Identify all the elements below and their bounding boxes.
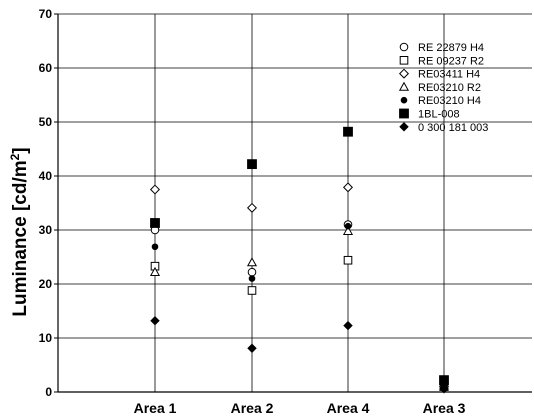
data-point-re03210-h4 [151,243,159,251]
data-point-re03210-r2 [342,225,354,235]
legend-label: RE03411 H4 [418,69,480,81]
data-point-1bl-008 [343,126,353,137]
legend-label: RE03210 R2 [418,82,481,94]
legend-marker [400,96,408,104]
y-tick-label: 70 [39,7,53,21]
legend-label: RE03210 H4 [418,95,481,107]
data-point-0-300-181-003 [343,320,353,331]
y-tick-label: 20 [39,277,53,291]
data-point-1bl-008 [247,159,257,170]
data-point-re03210-h4 [344,222,352,230]
data-point-re-22879-h4 [247,267,257,277]
legend-marker [399,122,409,132]
legend-marker [398,81,410,91]
y-tick-label: 60 [39,61,53,75]
x-category-label: Area 4 [327,400,370,416]
data-point-1bl-008 [439,375,449,386]
data-point-re03210-r2 [246,257,258,267]
y-tick-label: 0 [45,385,52,399]
legend-label: RE 22879 H4 [418,42,484,54]
data-point-re03210-r2 [149,266,161,276]
data-point-0-300-181-003 [247,343,257,353]
legend-label: 1BL-008 [418,109,460,121]
x-category-label: Area 1 [134,400,177,416]
legend-marker [399,42,409,52]
y-axis-title: Luminance [cd/m2] [8,147,31,316]
data-point-0-300-181-003 [150,316,160,326]
legend-label: 0 300 181 003 [418,122,488,134]
data-point-re03210-h4 [248,275,256,282]
y-tick-label: 50 [39,115,53,129]
data-point-re03411-h4 [342,182,354,193]
y-tick-label: 30 [39,223,53,237]
data-point-re03411-h4 [149,184,161,195]
legend-label: RE 09237 R2 [418,55,484,67]
legend-marker [399,56,409,65]
data-point-re-09237-r2 [247,286,257,295]
y-tick-label: 40 [39,169,53,183]
x-category-label: Area 2 [231,400,274,416]
data-point-1bl-008 [150,218,160,228]
x-category-label: Area 3 [423,400,466,416]
data-point-re-09237-r2 [343,255,353,265]
legend-marker [399,108,409,119]
legend-marker [398,68,410,79]
data-point-0-300-181-003 [439,384,449,394]
y-tick-label: 10 [39,331,53,345]
data-point-re03411-h4 [246,202,258,213]
